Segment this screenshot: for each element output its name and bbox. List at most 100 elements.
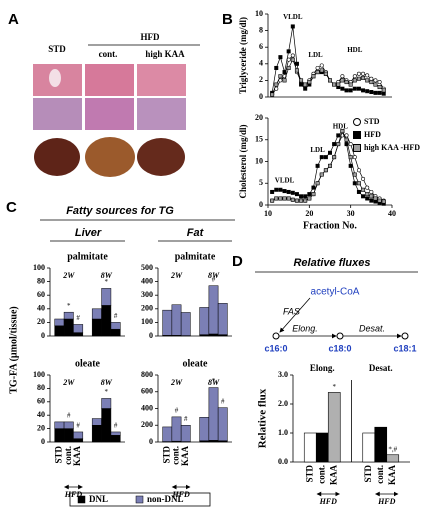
group-label: HFD xyxy=(141,32,160,42)
hfd-label: HFD xyxy=(171,490,190,499)
point xyxy=(356,181,361,186)
y-axis-label: Relative flux xyxy=(257,388,269,448)
x-tick-label: cont. xyxy=(316,465,326,484)
bar-segment xyxy=(63,428,74,443)
point xyxy=(365,73,370,78)
x-tick-label: STD xyxy=(161,446,171,464)
y-tick-label: 4 xyxy=(259,59,263,68)
point xyxy=(315,181,320,186)
group-label: 8W xyxy=(208,378,220,387)
bar-segment xyxy=(63,421,74,429)
panel-label: D xyxy=(232,253,243,270)
point xyxy=(348,155,353,160)
panel-d: Relative fluxes acetyl-CoA FAS Elong. De… xyxy=(255,257,418,353)
hfd-label: HFD xyxy=(377,497,396,506)
y-tick-label: 400 xyxy=(141,276,153,285)
point xyxy=(352,155,357,160)
metabolite: c18:1 xyxy=(393,343,416,353)
point xyxy=(327,150,332,155)
histology-image xyxy=(137,64,186,96)
panel-title: Fatty sources for TG xyxy=(66,205,174,217)
point xyxy=(336,133,341,138)
y-tick-label: 6 xyxy=(259,42,263,51)
reaction: Desat. xyxy=(359,323,385,333)
point xyxy=(381,91,386,96)
point xyxy=(348,163,353,168)
point xyxy=(286,49,291,54)
annotation: LDL xyxy=(308,51,323,59)
point xyxy=(361,71,366,76)
histology-image xyxy=(85,98,134,130)
point xyxy=(332,142,337,147)
legend-label: high KAA -HFD xyxy=(364,143,420,152)
panel-title: Relative fluxes xyxy=(293,257,370,269)
point xyxy=(286,196,291,201)
point xyxy=(365,78,370,83)
point xyxy=(290,190,295,195)
point xyxy=(294,192,299,197)
point xyxy=(377,90,382,95)
significance: # xyxy=(114,422,118,430)
panel-label: B xyxy=(222,11,233,28)
y-tick-label: 300 xyxy=(141,290,153,299)
group-label: cont. xyxy=(99,49,118,59)
group-label: 8W xyxy=(208,271,220,280)
point xyxy=(369,76,374,81)
panel-a: STD HFD cont. high KAA xyxy=(33,32,200,177)
point xyxy=(294,61,299,66)
point xyxy=(373,196,378,201)
point xyxy=(290,24,295,29)
point xyxy=(356,189,361,194)
significance: # xyxy=(175,406,179,414)
point xyxy=(290,57,295,62)
y-tick-label: 100 xyxy=(33,370,45,379)
y-tick-label: 1.0 xyxy=(278,428,288,437)
y-tick-label: 2 xyxy=(259,75,263,84)
metabolite: c16:0 xyxy=(264,343,287,353)
point xyxy=(299,194,304,199)
point xyxy=(270,198,275,203)
bar-segment xyxy=(91,318,102,337)
point xyxy=(369,189,374,194)
point xyxy=(303,198,308,203)
column-title: Fat xyxy=(187,227,205,239)
point xyxy=(369,80,374,85)
point xyxy=(365,192,370,197)
y-tick-label: 800 xyxy=(141,370,153,379)
y-axis-label: Cholesterol (mg/dl) xyxy=(238,124,248,198)
bar xyxy=(362,432,376,463)
group-label: 2W xyxy=(62,271,75,280)
legend-marker xyxy=(353,118,361,126)
significance: * xyxy=(67,302,71,310)
point xyxy=(274,65,279,70)
bar xyxy=(374,426,388,463)
point xyxy=(369,194,374,199)
significance: * xyxy=(212,377,216,385)
bar-segment xyxy=(199,307,210,335)
point xyxy=(319,155,324,160)
bar-segment xyxy=(101,408,112,443)
point xyxy=(278,196,283,201)
point xyxy=(336,82,341,87)
point xyxy=(344,137,349,142)
y-tick-label: 500 xyxy=(141,263,153,272)
bar-segment xyxy=(54,325,65,337)
bar-segment xyxy=(63,311,74,320)
vessel xyxy=(49,69,61,87)
point xyxy=(290,53,295,58)
point xyxy=(274,82,279,87)
legend-swatch xyxy=(77,495,86,504)
y-tick-label: 40 xyxy=(37,304,45,313)
node xyxy=(272,332,280,340)
group-label: Elong. xyxy=(310,363,335,373)
y-tick-label: 0 xyxy=(41,437,45,446)
bar-segment xyxy=(54,421,65,429)
point xyxy=(361,75,366,80)
significance: # xyxy=(114,312,118,320)
arrow xyxy=(279,297,311,333)
y-tick-label: 20 xyxy=(37,423,45,432)
point xyxy=(299,198,304,203)
point xyxy=(344,88,349,93)
y-axis-label: Triglyceride (mg/dl) xyxy=(238,17,248,94)
point xyxy=(373,78,378,83)
